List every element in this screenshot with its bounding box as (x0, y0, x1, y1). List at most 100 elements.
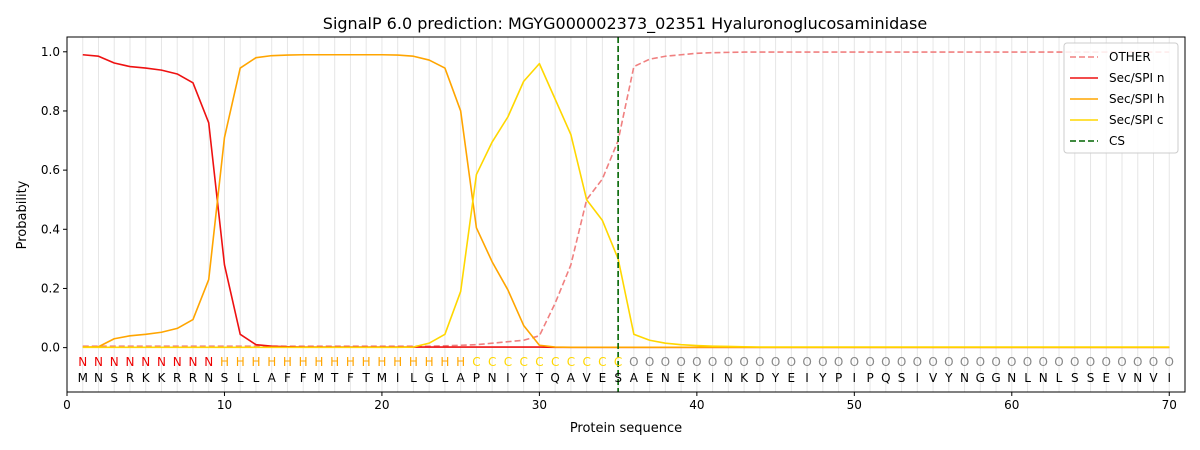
region-label: O (629, 355, 638, 369)
residue-label: E (1102, 371, 1110, 385)
region-label: N (141, 355, 150, 369)
region-label: O (928, 355, 937, 369)
residue-label: N (1133, 371, 1142, 385)
legend-entry: OTHER (1109, 50, 1151, 64)
region-label: H (456, 355, 465, 369)
region-label: H (314, 355, 323, 369)
region-label: C (488, 355, 496, 369)
region-label: C (567, 355, 575, 369)
region-label: N (78, 355, 87, 369)
x-tick-label: 50 (847, 398, 862, 412)
residue-label: K (693, 371, 702, 385)
region-label: O (850, 355, 859, 369)
residue-label: G (425, 371, 434, 385)
residue-label: S (1071, 371, 1079, 385)
residue-label: T (362, 371, 371, 385)
residue-label: I (916, 371, 920, 385)
residue-label: L (253, 371, 260, 385)
region-label: O (692, 355, 701, 369)
region-label: O (944, 355, 953, 369)
residue-label: N (661, 371, 670, 385)
region-label: N (125, 355, 134, 369)
region-label: C (535, 355, 543, 369)
residue-label: L (1024, 371, 1031, 385)
y-axis-label: Probability (15, 180, 30, 249)
residue-label: E (788, 371, 796, 385)
legend-entry: Sec/SPI n (1109, 71, 1164, 85)
region-label: N (173, 355, 182, 369)
region-label: O (913, 355, 922, 369)
residue-label: K (142, 371, 151, 385)
region-label: N (188, 355, 197, 369)
residue-label: Y (771, 371, 780, 385)
residue-label: G (976, 371, 985, 385)
residue-label: E (677, 371, 685, 385)
region-label: O (976, 355, 985, 369)
region-label: C (472, 355, 480, 369)
region-label: O (739, 355, 748, 369)
residue-label: Y (519, 371, 528, 385)
residue-label: A (268, 371, 277, 385)
region-label: C (598, 355, 606, 369)
series-layer (82, 37, 1170, 392)
residue-label: Q (550, 371, 559, 385)
residue-label: V (583, 371, 592, 385)
residue-label: E (646, 371, 654, 385)
region-label: H (393, 355, 402, 369)
x-tick-label: 40 (689, 398, 704, 412)
residue-label: L (442, 371, 449, 385)
residue-label: S (898, 371, 906, 385)
residue-label: M (78, 371, 88, 385)
region-label: O (960, 355, 969, 369)
residue-label: V (929, 371, 938, 385)
residue-label: N (1039, 371, 1048, 385)
residue-label: P (473, 371, 480, 385)
residue-label: N (960, 371, 969, 385)
x-tick-label: 20 (374, 398, 389, 412)
residue-label: I (1167, 371, 1171, 385)
legend-box (1063, 42, 1179, 154)
y-tick-label: 0.6 (41, 163, 60, 177)
residue-label: K (740, 371, 749, 385)
residue-label: S (110, 371, 118, 385)
residue-label: S (1087, 371, 1095, 385)
residue-label: V (1149, 371, 1158, 385)
region-label: N (94, 355, 103, 369)
residue-label: G (991, 371, 1000, 385)
region-label: O (1149, 355, 1158, 369)
sequence-layer: NMNNNSNRNKNKNRNRNNHSHLHLHAHFHFHMHTHFHTHM… (78, 355, 1174, 385)
plot-frame (66, 36, 1186, 393)
residue-label: Q (881, 371, 890, 385)
region-label: O (897, 355, 906, 369)
region-label: O (1133, 355, 1142, 369)
chart-title: SignalP 6.0 prediction: MGYG000002373_02… (323, 14, 927, 34)
y-tick-label: 0.8 (41, 104, 60, 118)
region-label: H (362, 355, 371, 369)
region-label: O (1117, 355, 1126, 369)
region-label: H (236, 355, 245, 369)
region-label: C (614, 355, 622, 369)
residue-label: M (314, 371, 324, 385)
residue-label: L (1056, 371, 1063, 385)
region-label: H (299, 355, 308, 369)
region-label: C (519, 355, 527, 369)
residue-label: L (237, 371, 244, 385)
region-label: O (1007, 355, 1016, 369)
residue-label: V (1118, 371, 1127, 385)
region-label: H (330, 355, 339, 369)
residue-label: D (755, 371, 764, 385)
residue-label: A (630, 371, 639, 385)
region-label: H (251, 355, 260, 369)
region-label: H (267, 355, 276, 369)
y-tick-label: 0.0 (41, 341, 60, 355)
legend-entry: CS (1109, 134, 1125, 148)
residue-label: K (158, 371, 167, 385)
residue-label: N (488, 371, 497, 385)
residue-label: N (204, 371, 213, 385)
region-label: H (283, 355, 292, 369)
residue-label: Y (944, 371, 953, 385)
region-label: O (881, 355, 890, 369)
region-label: O (1023, 355, 1032, 369)
region-label: N (204, 355, 213, 369)
